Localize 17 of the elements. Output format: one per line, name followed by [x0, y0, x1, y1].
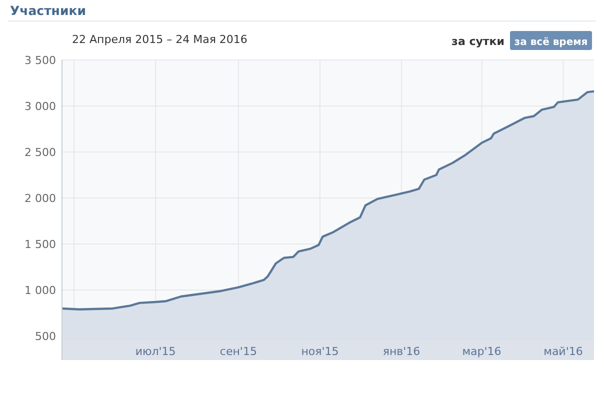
chart-title: Участники: [10, 3, 86, 18]
y-tick-label: 500: [35, 330, 56, 344]
y-tick-label: 3 000: [24, 100, 56, 114]
x-tick-label: июл'15: [135, 345, 176, 358]
chart-subtitle: 22 Апреля 2015 – 24 Мая 2016: [72, 33, 248, 46]
text: за всё время: [514, 37, 588, 48]
x-tick-label: янв'16: [382, 345, 420, 358]
text: за сутки: [452, 35, 504, 48]
x-tick-label: мар'16: [462, 345, 502, 358]
y-tick-label: 2 500: [24, 146, 56, 160]
y-tick-label: 1 500: [24, 238, 56, 252]
y-tick-label: 1 000: [24, 284, 56, 298]
y-tick-label: 2 000: [24, 192, 56, 206]
x-tick-label: сен'15: [220, 345, 257, 358]
y-tick-label: 3 500: [24, 54, 56, 67]
x-tick-label: ноя'15: [301, 345, 339, 358]
x-tick-label: май'16: [544, 345, 583, 358]
